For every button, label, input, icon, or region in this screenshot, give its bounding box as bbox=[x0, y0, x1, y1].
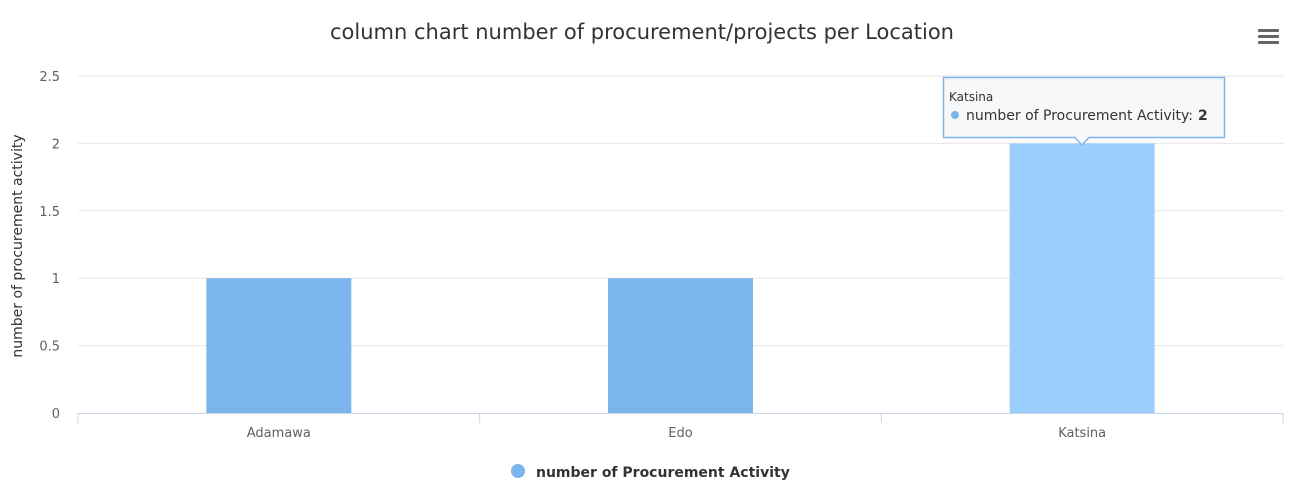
y-axis-ticks: 0 0.5 1 1.5 2 2.5 bbox=[39, 70, 60, 422]
bars bbox=[206, 143, 1155, 413]
y-tick-label: 1 bbox=[52, 272, 60, 287]
tooltip-separator: : bbox=[1188, 108, 1193, 124]
legend[interactable]: number of Procurement Activity bbox=[511, 464, 790, 481]
y-tick-label: 1.5 bbox=[39, 205, 60, 220]
x-tick-label: Katsina bbox=[1058, 426, 1106, 441]
x-axis: Adamawa Edo Katsina bbox=[77, 413, 1284, 441]
hamburger-menu-icon bbox=[1258, 29, 1279, 44]
bar[interactable] bbox=[206, 278, 352, 413]
tooltip-value: 2 bbox=[1198, 108, 1208, 124]
bar[interactable] bbox=[1009, 143, 1155, 413]
bar[interactable] bbox=[608, 278, 753, 413]
tooltip-line: number of Procurement Activity: 2 bbox=[966, 108, 1208, 124]
y-tick-label: 2 bbox=[52, 137, 60, 152]
legend-marker bbox=[511, 464, 525, 478]
y-axis-label: number of procurement activity bbox=[10, 134, 26, 357]
x-tick-label: Adamawa bbox=[247, 426, 311, 441]
y-tick-label: 2.5 bbox=[39, 70, 60, 85]
tooltip-category: Katsina bbox=[949, 90, 993, 104]
tooltip-series-label: number of Procurement Activity bbox=[966, 108, 1189, 124]
tooltip-box bbox=[942, 76, 1226, 147]
legend-item-label[interactable]: number of Procurement Activity bbox=[536, 465, 790, 481]
y-tick-label: 0 bbox=[52, 407, 60, 422]
x-tick-label: Edo bbox=[668, 426, 692, 441]
y-tick-label: 0.5 bbox=[39, 340, 60, 355]
tooltip: Katsina number of Procurement Activity: 2 bbox=[942, 76, 1226, 147]
chart-title: column chart number of procurement/proje… bbox=[330, 20, 954, 44]
tooltip-series-marker bbox=[951, 111, 959, 119]
context-menu-button[interactable] bbox=[1254, 25, 1282, 49]
